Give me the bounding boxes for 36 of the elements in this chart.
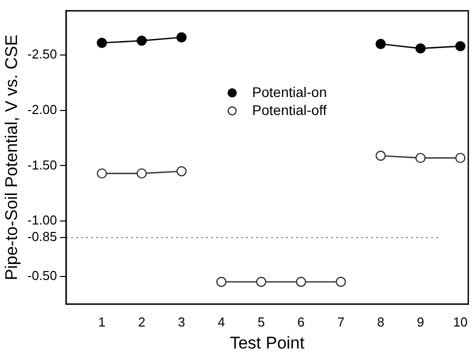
x-tick-label: 4	[218, 314, 225, 330]
y-tick-label: -2.00	[27, 102, 58, 117]
x-tick-label: 3	[178, 314, 186, 330]
y-tick-label: -1.00	[27, 212, 58, 228]
x-tick-label: 6	[297, 314, 305, 330]
point	[96, 168, 107, 179]
y-tick-label: -2.50	[27, 46, 58, 62]
point	[136, 168, 147, 179]
point	[415, 43, 426, 54]
x-tick-label: 8	[377, 314, 384, 330]
y-tick-label: -0.50	[27, 268, 58, 283]
x-tick-label: 5	[258, 314, 265, 330]
point	[136, 36, 147, 46]
point	[376, 150, 386, 161]
y-tick-label: -0.85	[27, 229, 58, 244]
point	[336, 276, 346, 287]
point	[296, 276, 306, 287]
point	[415, 152, 426, 164]
point	[256, 276, 266, 287]
x-tick-label: 1	[98, 314, 106, 330]
y-tick-label: -1.50	[27, 157, 58, 172]
x-axis-title: Test Point	[230, 333, 305, 352]
point	[376, 38, 386, 50]
point	[216, 276, 226, 287]
point	[96, 38, 107, 48]
x-tick-label: 2	[138, 314, 146, 330]
legend-label: Potential-on	[252, 84, 327, 100]
point	[455, 41, 466, 52]
x-tick-label: 10	[453, 314, 468, 330]
point	[455, 152, 466, 164]
y-axis-title: Pipe-to-Soil Potential, V vs. CSE	[2, 34, 21, 280]
point	[176, 32, 187, 42]
x-tick-label: 9	[416, 314, 424, 330]
x-tick-label: 7	[337, 314, 344, 330]
point	[176, 166, 187, 176]
legend-label: Potential-off	[252, 102, 327, 118]
